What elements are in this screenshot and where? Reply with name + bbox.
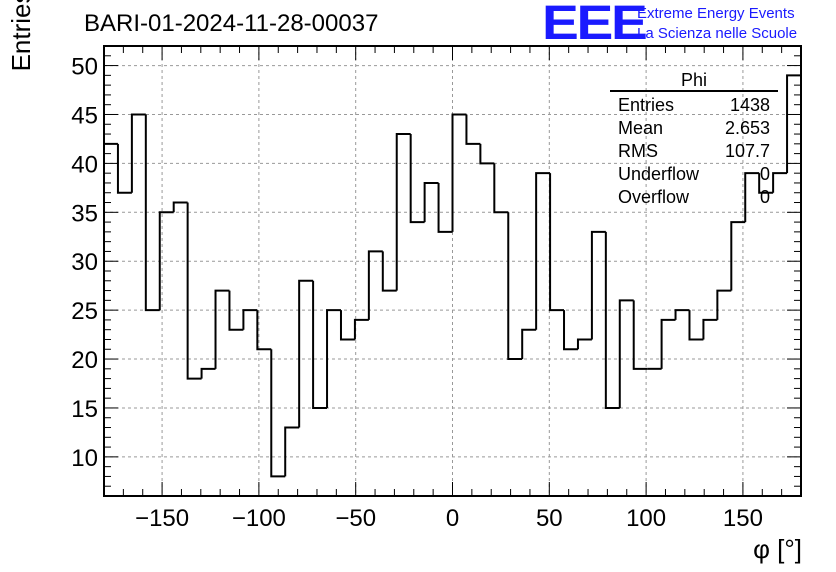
histogram-bin (772, 172, 788, 193)
x-tick-label: −100 (232, 505, 286, 532)
y-tick-label: 25 (71, 298, 98, 325)
histogram-bin (367, 250, 383, 320)
x-tick-label: −50 (335, 505, 376, 532)
histogram-bin (284, 426, 300, 477)
histogram-bin (312, 280, 328, 409)
chart-title: BARI-01-2024-11-28-00037 (84, 10, 379, 37)
y-tick-label: 40 (71, 151, 98, 178)
histogram-bin (158, 211, 174, 311)
histogram-bin (200, 367, 216, 379)
eee-logo: EEE (542, 0, 648, 50)
stats-label: Entries (618, 95, 675, 115)
stats-value: 2.653 (724, 118, 770, 138)
histogram-bin (186, 202, 202, 380)
stats-box: Phi Entries 1438 Mean 2.653 RMS 107.7 Un… (610, 70, 778, 209)
stats-row: Overflow 0 (610, 186, 778, 209)
histogram-bin (298, 279, 314, 428)
histogram-bin (339, 310, 355, 341)
stats-value: 107.7 (724, 141, 770, 161)
histogram-bin (228, 290, 244, 331)
y-tick-label: 20 (71, 347, 98, 374)
stats-label: RMS (618, 141, 658, 161)
histogram-bin (521, 328, 537, 360)
stats-title: Phi (610, 70, 778, 92)
logo-caption-line2: La Scienza nelle Scuole (637, 25, 798, 42)
histogram-bin (493, 163, 509, 214)
histogram-bin (451, 113, 467, 232)
stats-row: Entries 1438 (610, 94, 778, 117)
x-axis-label: φ [°] (753, 534, 802, 564)
histogram-bin (437, 182, 453, 233)
histogram-bin (242, 309, 258, 330)
histogram-bin (395, 133, 411, 291)
histogram-bin (730, 221, 746, 291)
histogram-bin (618, 299, 634, 408)
histogram-bin (688, 310, 704, 341)
histogram-bin (702, 318, 718, 340)
histogram-bin (716, 289, 732, 320)
histogram-bin (423, 181, 439, 223)
stats-row: RMS 107.7 (610, 140, 778, 163)
histogram-bin (465, 114, 481, 145)
histogram-bin (507, 212, 523, 361)
x-tick-label: 0 (446, 505, 459, 532)
stats-label: Overflow (618, 187, 690, 207)
histogram-bin (214, 289, 230, 369)
stats-value: 0 (759, 164, 770, 184)
stats-value: 0 (759, 187, 770, 207)
histogram-bin (270, 349, 286, 478)
y-tick-label: 30 (71, 249, 98, 276)
histogram-bin (381, 251, 397, 292)
x-tick-label: −150 (135, 505, 189, 532)
histogram-bin (674, 309, 690, 320)
plot-frame (103, 45, 802, 497)
x-tick-label: 150 (723, 505, 763, 532)
histogram-bin (604, 231, 620, 409)
stats-row: Mean 2.653 (610, 117, 778, 140)
y-tick-label: 50 (71, 54, 98, 81)
histogram-bin (786, 74, 802, 496)
histogram-bin (563, 310, 578, 351)
stats-label: Underflow (618, 164, 700, 184)
histogram-bin (256, 310, 272, 351)
histogram-bin (144, 114, 160, 312)
histogram-bin (758, 173, 774, 194)
histogram-bin (130, 113, 146, 193)
y-tick-label: 45 (71, 102, 98, 129)
histogram-bin (326, 309, 341, 408)
histogram-bin (353, 318, 369, 340)
histogram-bin (549, 173, 565, 312)
logo-caption: Extreme Energy Events La Scienza nelle S… (637, 4, 797, 44)
stats-row: Underflow 0 (610, 163, 778, 186)
histogram-bin (744, 172, 760, 223)
histogram-bin (535, 172, 551, 330)
histogram-bin (660, 318, 676, 369)
histogram-bin (172, 201, 188, 213)
logo-caption-line1: Extreme Energy Events (637, 5, 795, 22)
histogram-bin (116, 143, 132, 194)
x-tick-label: 50 (536, 505, 563, 532)
histogram-bin (479, 143, 495, 165)
histogram-bin (576, 338, 592, 350)
histogram-bin (409, 134, 425, 224)
y-tick-label: 10 (71, 445, 98, 472)
y-tick-label: 15 (71, 396, 98, 423)
y-tick-label: 35 (71, 200, 98, 227)
stats-value: 1438 (729, 95, 770, 115)
y-axis-label: Entries/bin (6, 0, 36, 72)
x-tick-label: 100 (626, 505, 666, 532)
histogram-bin (590, 230, 606, 340)
histogram-bin (632, 300, 648, 370)
stats-label: Mean (618, 118, 664, 138)
